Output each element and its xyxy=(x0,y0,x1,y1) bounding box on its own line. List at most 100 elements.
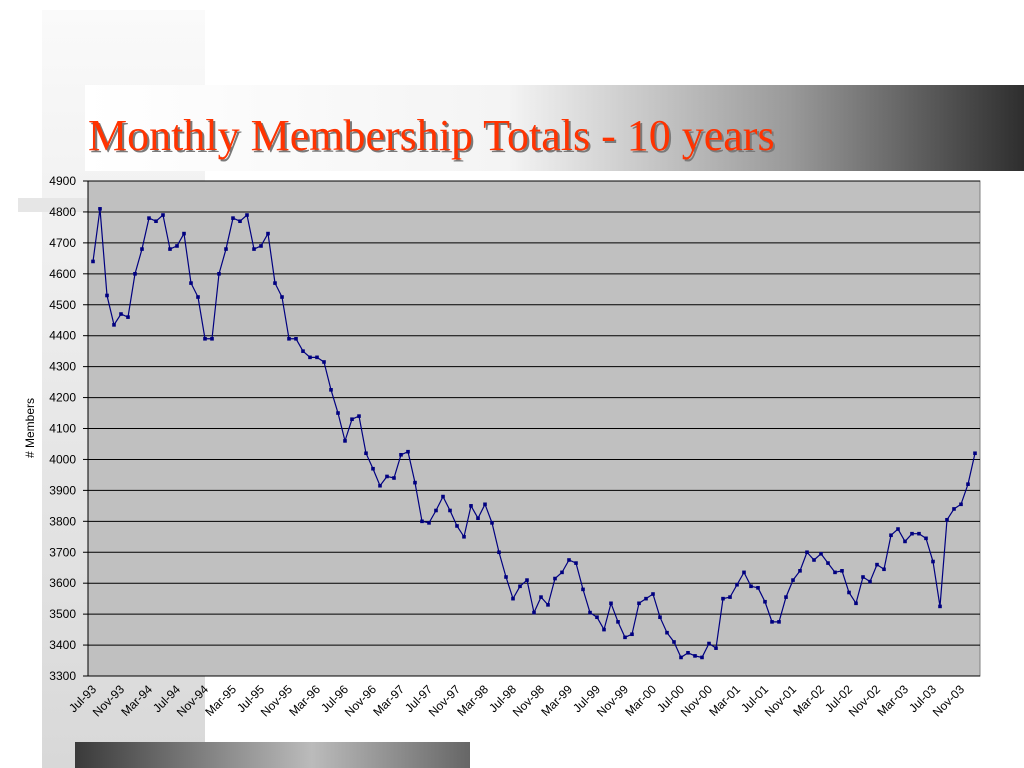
y-tick-label: 3900 xyxy=(49,483,76,497)
data-point xyxy=(679,655,683,660)
data-point xyxy=(784,595,788,599)
data-point xyxy=(735,582,739,587)
data-point xyxy=(301,349,305,353)
data-point xyxy=(504,575,508,579)
y-tick-label: 4300 xyxy=(49,360,76,374)
y-tick-label: 3500 xyxy=(49,607,76,621)
data-point xyxy=(546,603,550,607)
y-tick-label: 4900 xyxy=(49,174,76,188)
left-tab xyxy=(18,198,88,212)
data-point xyxy=(392,476,396,480)
data-point xyxy=(455,524,459,528)
data-point xyxy=(245,213,249,217)
data-point xyxy=(616,620,620,624)
data-point xyxy=(210,336,214,341)
data-point xyxy=(371,466,375,471)
data-point xyxy=(154,219,158,224)
data-point xyxy=(105,293,109,298)
y-tick-label: 3600 xyxy=(49,576,76,590)
data-point xyxy=(532,610,536,615)
chart-title-shadow: Monthly Membership Totals - 10 years xyxy=(90,113,777,162)
data-point xyxy=(742,570,746,575)
data-point xyxy=(665,630,669,635)
data-point xyxy=(938,604,942,609)
y-axis-label: # Members xyxy=(23,398,37,458)
data-point xyxy=(182,231,186,236)
y-tick-label: 3300 xyxy=(49,669,76,683)
data-point xyxy=(728,595,732,599)
data-point xyxy=(413,480,417,485)
data-point xyxy=(259,244,263,248)
x-tick-label: Mar-95 xyxy=(202,682,239,719)
data-point xyxy=(91,259,95,264)
data-point xyxy=(133,272,137,276)
data-point xyxy=(224,247,228,251)
data-point xyxy=(315,355,319,360)
y-tick-label: 4100 xyxy=(49,422,76,436)
x-tick-label: Mar-94 xyxy=(118,682,155,719)
data-point xyxy=(588,610,592,615)
data-point xyxy=(343,439,347,443)
data-point xyxy=(868,579,872,584)
data-point xyxy=(525,578,529,582)
data-point xyxy=(959,502,963,507)
data-point xyxy=(98,207,102,211)
data-point xyxy=(112,323,116,327)
data-point xyxy=(917,531,921,536)
data-point xyxy=(567,558,571,562)
data-point xyxy=(231,216,235,220)
data-point xyxy=(966,482,970,486)
data-point xyxy=(462,534,466,539)
data-point xyxy=(812,558,816,562)
data-point xyxy=(287,336,291,341)
data-point xyxy=(763,599,767,604)
data-point xyxy=(609,601,613,606)
y-tick-label: 4800 xyxy=(49,205,76,219)
data-point xyxy=(280,295,284,299)
data-point xyxy=(833,570,837,575)
data-point xyxy=(693,654,697,658)
data-point xyxy=(469,504,473,508)
data-point xyxy=(910,531,914,536)
data-point xyxy=(518,584,522,589)
data-point xyxy=(861,575,865,579)
data-point xyxy=(602,627,606,632)
y-tick-label: 4700 xyxy=(49,236,76,250)
data-point xyxy=(637,601,641,606)
data-point xyxy=(651,592,655,596)
x-tick-label: Mar-01 xyxy=(706,682,743,719)
data-point xyxy=(238,219,242,224)
data-point xyxy=(399,452,403,457)
data-point xyxy=(882,567,886,572)
data-point xyxy=(791,578,795,582)
data-point xyxy=(714,646,718,650)
data-point xyxy=(749,584,753,589)
data-point xyxy=(721,596,725,601)
data-point xyxy=(196,295,200,299)
y-tick-label: 4200 xyxy=(49,391,76,405)
footer-bar xyxy=(75,742,470,768)
data-point xyxy=(294,336,298,341)
data-point xyxy=(903,539,907,544)
data-point xyxy=(805,550,809,555)
data-point xyxy=(595,615,599,620)
x-tick-label: Mar-99 xyxy=(538,682,575,719)
data-point xyxy=(378,483,382,488)
data-point xyxy=(798,569,802,573)
x-tick-label: Mar-96 xyxy=(286,682,323,719)
x-tick-label: Mar-03 xyxy=(874,682,911,719)
data-point xyxy=(203,336,207,341)
data-point xyxy=(308,355,312,360)
data-point xyxy=(826,561,830,565)
data-point xyxy=(476,516,480,521)
data-point xyxy=(427,521,431,525)
y-tick-label: 3400 xyxy=(49,638,76,652)
data-point xyxy=(840,569,844,573)
data-point xyxy=(889,533,893,538)
data-point xyxy=(336,411,340,415)
data-point xyxy=(700,655,704,660)
data-point xyxy=(672,640,676,644)
data-point xyxy=(658,615,662,620)
data-point xyxy=(448,508,452,513)
